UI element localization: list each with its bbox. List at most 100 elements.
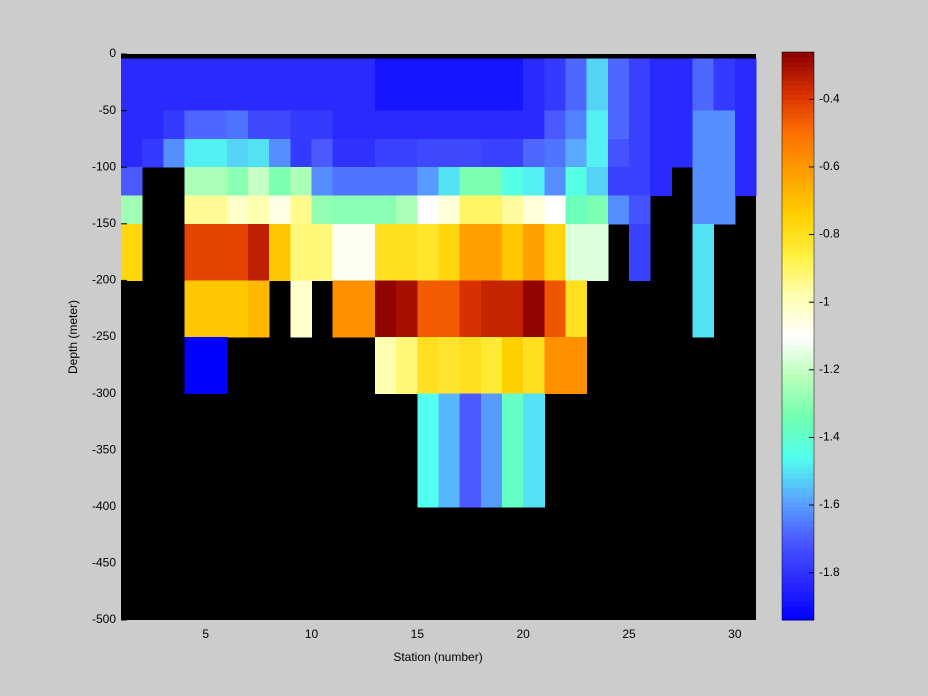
colorbar-swatch [782, 269, 814, 276]
colorbar-swatch [782, 459, 814, 465]
colorbar-swatch [782, 326, 814, 332]
heat-cell [375, 337, 397, 395]
heat-cell [332, 138, 355, 168]
colorbar-swatch [782, 283, 814, 290]
colorbar-swatch [782, 520, 814, 526]
colorbar-swatch [782, 549, 814, 555]
colorbar-swatch [782, 563, 814, 569]
heat-cell [692, 223, 715, 281]
heat-cell [205, 58, 228, 112]
colorbar-swatch [782, 241, 814, 247]
colorbar-swatch [782, 227, 814, 233]
heat-cell [565, 195, 588, 225]
colorbar-swatch [782, 435, 814, 441]
heat-cell [607, 58, 630, 112]
heat-cell [311, 223, 334, 281]
heat-cell [290, 58, 312, 112]
colorbar-swatch [782, 463, 814, 470]
heat-cell [502, 337, 524, 395]
heat-cell [650, 167, 672, 196]
heat-cell [396, 280, 418, 338]
colorbar-tick-label: -0.8 [819, 227, 840, 241]
colorbar-swatch [782, 369, 814, 375]
colorbar-swatch [782, 123, 814, 129]
heat-cell [396, 110, 418, 140]
heat-cell [544, 167, 566, 196]
heat-cell [565, 138, 588, 168]
colorbar-swatch [782, 52, 814, 58]
heat-cell [629, 58, 651, 112]
heat-cell [184, 223, 207, 281]
heat-cell [459, 223, 482, 281]
colorbar-swatch [782, 534, 814, 541]
heat-cell [565, 58, 588, 112]
colorbar-swatch [782, 246, 814, 252]
heat-cell [629, 223, 651, 281]
colorbar-tick-label: -1.8 [819, 565, 840, 579]
colorbar-swatch [782, 478, 814, 484]
heat-cell [396, 223, 418, 281]
heat-cell [226, 58, 249, 112]
heat-cell [502, 167, 524, 196]
colorbar-swatch [782, 141, 814, 148]
heat-cell [248, 58, 270, 112]
heat-cell [375, 110, 397, 140]
colorbar-swatch [782, 425, 814, 432]
colorbar-swatch [782, 601, 814, 607]
heat-cell [332, 280, 355, 338]
heat-cell [184, 110, 207, 140]
x-tick-label: 5 [202, 627, 209, 641]
heat-cell [226, 195, 249, 225]
y-tick-label: -400 [92, 499, 116, 513]
heat-cell [417, 337, 439, 395]
heat-cell [713, 195, 736, 225]
heat-cell [523, 223, 545, 281]
heat-cell [375, 138, 397, 168]
heat-cell [248, 110, 270, 140]
colorbar-swatch [782, 572, 814, 578]
colorbar-swatch [782, 430, 814, 436]
heat-cell [184, 195, 207, 225]
heat-cell [290, 138, 312, 168]
heat-cell [311, 58, 334, 112]
heat-cell [713, 167, 736, 196]
heat-cell [375, 280, 397, 338]
heat-cell [692, 58, 715, 112]
heat-cell [629, 195, 651, 225]
heat-cell [438, 393, 461, 508]
heat-cell [459, 337, 482, 395]
y-tick-label: 0 [109, 46, 116, 60]
colorbar-swatch [782, 544, 814, 550]
colorbar-swatch [782, 137, 814, 143]
heat-cell [353, 280, 376, 338]
heat-cell [269, 167, 291, 196]
colorbar-swatch [782, 321, 814, 328]
colorbar-swatch [782, 279, 814, 285]
colorbar-swatch [782, 336, 814, 342]
heat-cell [353, 223, 376, 281]
colorbar-swatch [782, 70, 814, 77]
colorbar-swatch [782, 288, 814, 294]
colorbar-swatch [782, 108, 814, 115]
heat-cell [480, 138, 503, 168]
colorbar-swatch [782, 298, 814, 304]
heat-cell [502, 280, 524, 338]
heat-cell [586, 223, 609, 281]
heat-cell [523, 337, 545, 395]
colorbar-tick-label: -0.6 [819, 159, 840, 173]
heat-cell [311, 195, 334, 225]
colorbar-swatch [782, 558, 814, 564]
heat-cell [290, 167, 312, 196]
heat-cell [734, 138, 757, 168]
colorbar-swatch [782, 189, 814, 195]
colorbar-swatch [782, 407, 814, 413]
heat-cell [205, 138, 228, 168]
heat-cell [332, 167, 355, 196]
colorbar-tick-label: -1.6 [819, 497, 840, 511]
heat-cell [396, 138, 418, 168]
colorbar-frame [781, 51, 815, 621]
heat-cell [417, 110, 439, 140]
heat-cell [121, 167, 143, 196]
colorbar-swatch [782, 104, 814, 110]
heat-cell [671, 58, 693, 112]
